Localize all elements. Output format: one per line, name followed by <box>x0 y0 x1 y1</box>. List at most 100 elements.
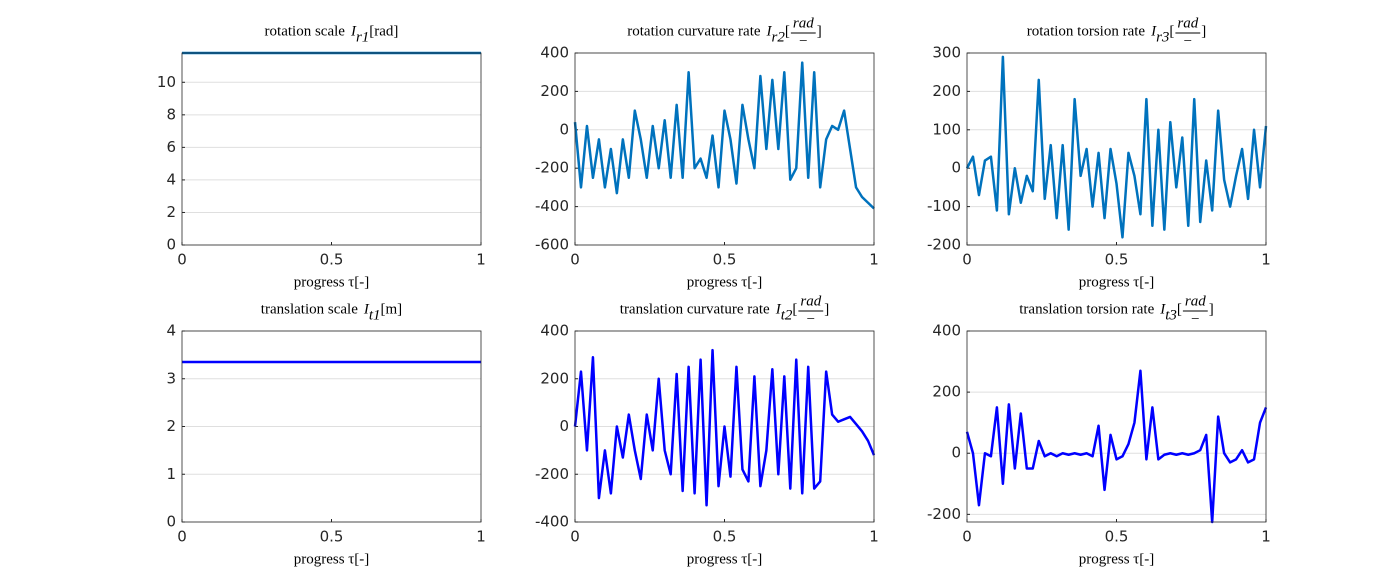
y-tick-label: -200 <box>535 159 569 177</box>
x-tick-label: 1 <box>1261 528 1271 546</box>
y-tick-label: -400 <box>535 513 569 531</box>
unit-denominator: − <box>1184 33 1192 49</box>
x-tick-label: 0.5 <box>320 528 344 546</box>
y-tick-label: -400 <box>535 197 569 215</box>
y-tick-label: 300 <box>932 44 961 62</box>
y-tick-label: 0 <box>166 513 176 531</box>
title-subscript: r3 <box>1156 29 1169 45</box>
axes-box <box>574 52 875 246</box>
x-tick-label: 0 <box>570 251 580 269</box>
y-tick-label: 4 <box>166 322 176 340</box>
unit-denominator: − <box>1191 311 1199 327</box>
x-tick-label: 1 <box>476 528 486 546</box>
title-subscript: t2 <box>781 307 793 323</box>
title-unit-bracket: [ <box>785 23 790 39</box>
title-unit-bracket: ] <box>817 23 822 39</box>
y-tick-label: 400 <box>540 322 569 340</box>
y-tick-label: 1 <box>166 465 176 483</box>
unit-denominator: − <box>807 311 815 327</box>
x-tick-label: 1 <box>869 251 879 269</box>
y-tick-label: 3 <box>166 369 176 387</box>
y-tick-label: 200 <box>932 82 961 100</box>
plot-area <box>182 53 481 245</box>
title-unit-bracket: [ <box>1169 23 1174 39</box>
y-tick-label: -100 <box>927 197 961 215</box>
unit-numerator: rad <box>793 15 814 31</box>
data-line <box>573 61 875 210</box>
x-axis-label: progress τ[-] <box>294 551 370 567</box>
y-tick-label: 0 <box>559 417 569 435</box>
y-tick-label: 400 <box>932 322 961 340</box>
y-tick-label: -600 <box>535 236 569 254</box>
x-tick-label: 0 <box>570 528 580 546</box>
title-symbol: I <box>1159 301 1166 317</box>
x-axis-label: progress τ[-] <box>294 274 370 290</box>
axes-box <box>966 52 1267 246</box>
data-line <box>965 55 1268 239</box>
y-tick-label: 200 <box>932 383 961 401</box>
x-tick-label: 0.5 <box>1105 251 1129 269</box>
title-symbol: I <box>350 23 357 39</box>
x-tick-label: 0.5 <box>713 251 737 269</box>
title-unit-bracket: [ <box>792 301 797 317</box>
axes-box <box>181 52 482 246</box>
x-axis-label: progress τ[-] <box>1079 274 1155 290</box>
title-text: translation torsion rate <box>1019 301 1154 317</box>
unit-numerator: rad <box>1177 15 1198 31</box>
y-tick-label: 0 <box>951 159 961 177</box>
x-tick-label: 1 <box>476 251 486 269</box>
title-text: rotation curvature rate <box>627 23 761 39</box>
x-tick-label: 0 <box>962 251 972 269</box>
x-tick-label: 0.5 <box>1105 528 1129 546</box>
title-unit: [rad] <box>369 23 398 39</box>
x-tick-label: 0.5 <box>320 251 344 269</box>
x-axis-label: progress τ[-] <box>687 274 763 290</box>
unit-denominator: − <box>799 33 807 49</box>
y-tick-label: 2 <box>166 203 176 221</box>
y-tick-label: 200 <box>540 82 569 100</box>
x-tick-label: 1 <box>1261 251 1271 269</box>
title-subscript: t1 <box>369 307 381 323</box>
title-text: rotation torsion rate <box>1027 23 1146 39</box>
y-tick-label: 0 <box>951 444 961 462</box>
axes-box <box>181 330 482 523</box>
data-line <box>965 369 1268 524</box>
title-symbol: I <box>775 301 782 317</box>
x-tick-label: 0 <box>177 528 187 546</box>
x-tick-label: 1 <box>869 528 879 546</box>
title-unit-bracket: ] <box>1201 23 1206 39</box>
plot-area <box>575 53 874 245</box>
title-unit-bracket: [ <box>1177 301 1182 317</box>
y-tick-label: 400 <box>540 44 569 62</box>
title-text: translation scale <box>261 301 358 317</box>
title-symbol: I <box>363 301 370 317</box>
y-tick-label: 10 <box>157 73 176 91</box>
x-tick-label: 0.5 <box>713 528 737 546</box>
y-tick-label: 2 <box>166 417 176 435</box>
axes-box <box>574 330 875 523</box>
y-tick-label: 100 <box>932 120 961 138</box>
x-axis-label: progress τ[-] <box>1079 551 1155 567</box>
title-symbol: I <box>1150 23 1157 39</box>
y-tick-label: -200 <box>927 505 961 523</box>
y-tick-label: -200 <box>927 236 961 254</box>
y-tick-label: 4 <box>166 170 176 188</box>
title-text: rotation scale <box>265 23 346 39</box>
y-tick-label: 200 <box>540 369 569 387</box>
unit-numerator: rad <box>800 293 821 309</box>
title-text: translation curvature rate <box>620 301 770 317</box>
title-unit: [m] <box>381 301 403 317</box>
title-symbol: I <box>766 23 773 39</box>
axes-box <box>966 330 1267 523</box>
unit-numerator: rad <box>1185 293 1206 309</box>
title-subscript: r2 <box>772 29 786 45</box>
x-axis-label: progress τ[-] <box>687 551 763 567</box>
y-tick-label: 0 <box>166 236 176 254</box>
